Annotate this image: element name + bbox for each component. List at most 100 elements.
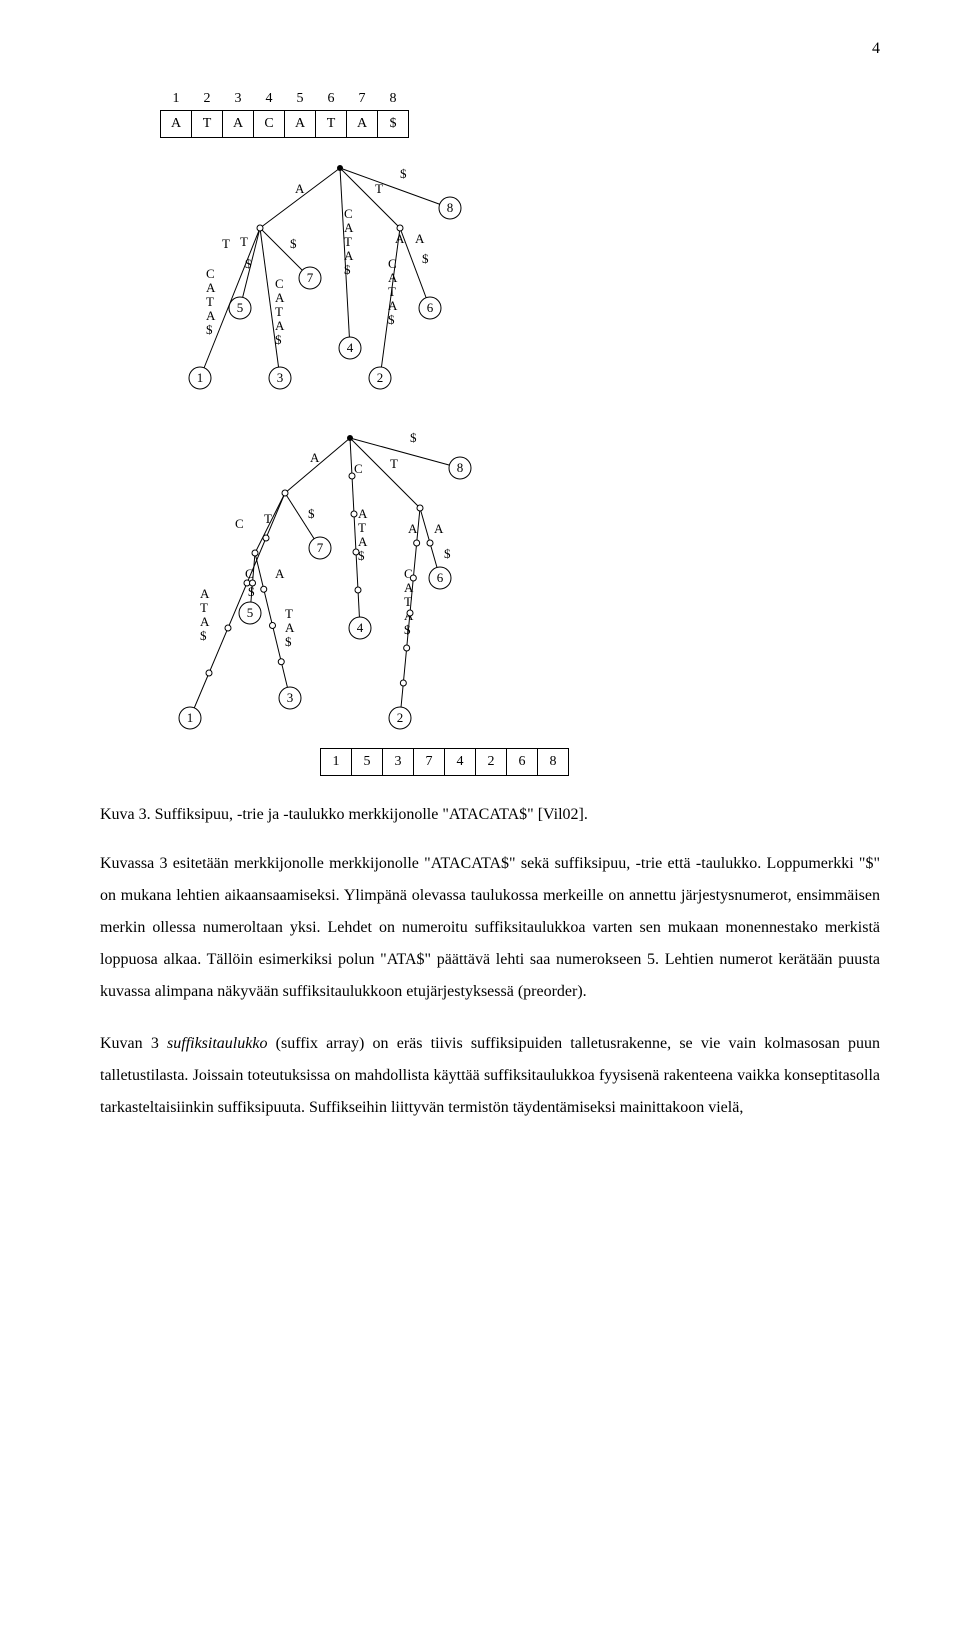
svg-text:A: A xyxy=(434,521,444,536)
svg-text:A: A xyxy=(344,248,354,263)
char-cell: C xyxy=(254,111,285,138)
svg-text:8: 8 xyxy=(457,460,464,475)
char-cell: A xyxy=(223,111,254,138)
svg-text:C: C xyxy=(275,276,284,291)
char-cell: A xyxy=(161,111,192,138)
svg-text:$: $ xyxy=(200,628,207,643)
svg-text:A: A xyxy=(358,534,368,549)
svg-text:$: $ xyxy=(285,634,292,649)
page-number: 4 xyxy=(100,40,880,58)
svg-text:A: A xyxy=(344,220,354,235)
svg-text:$: $ xyxy=(404,622,411,637)
svg-text:A: A xyxy=(310,450,320,465)
sa-cell: 5 xyxy=(352,749,383,776)
para2-term: suffiksitaulukko xyxy=(167,1035,267,1052)
idx-cell: 4 xyxy=(254,88,285,111)
char-cell: A xyxy=(285,111,316,138)
svg-text:7: 7 xyxy=(317,540,324,555)
svg-text:3: 3 xyxy=(277,370,284,385)
svg-text:4: 4 xyxy=(347,340,354,355)
svg-text:A: A xyxy=(358,506,368,521)
svg-text:7: 7 xyxy=(307,270,314,285)
svg-text:$: $ xyxy=(308,506,315,521)
svg-text:5: 5 xyxy=(237,300,244,315)
svg-text:$: $ xyxy=(388,312,395,327)
svg-text:6: 6 xyxy=(437,570,444,585)
svg-text:A: A xyxy=(206,308,216,323)
svg-text:C: C xyxy=(235,516,244,531)
sa-cell: 2 xyxy=(476,749,507,776)
svg-text:T: T xyxy=(264,511,272,526)
svg-text:$: $ xyxy=(290,236,297,251)
svg-text:T: T xyxy=(358,520,366,535)
svg-text:A: A xyxy=(415,231,425,246)
svg-text:2: 2 xyxy=(397,710,404,725)
sa-cell: 8 xyxy=(538,749,569,776)
para2-pre: Kuvan 3 xyxy=(100,1035,167,1052)
suffix-tree-2: $ACATA$TA$ACATA$$TCATA$C$ATA$81537462 xyxy=(140,418,500,738)
svg-text:$: $ xyxy=(344,262,351,277)
idx-cell: 8 xyxy=(378,88,409,111)
paragraph-1: Kuvassa 3 esitetään merkkijonolle merkki… xyxy=(100,848,880,1008)
svg-text:5: 5 xyxy=(247,605,254,620)
idx-cell: 3 xyxy=(223,88,254,111)
svg-text:T: T xyxy=(344,234,352,249)
svg-text:T: T xyxy=(390,456,398,471)
svg-text:A: A xyxy=(200,614,210,629)
sa-cell: 3 xyxy=(383,749,414,776)
idx-cell: 6 xyxy=(316,88,347,111)
svg-text:T: T xyxy=(222,236,230,251)
char-cell: $ xyxy=(378,111,409,138)
svg-text:T: T xyxy=(275,304,283,319)
svg-text:$: $ xyxy=(444,546,451,561)
sa-cell: 4 xyxy=(445,749,476,776)
char-cell: T xyxy=(316,111,347,138)
svg-text:A: A xyxy=(275,566,285,581)
svg-text:A: A xyxy=(275,318,285,333)
svg-text:T: T xyxy=(206,294,214,309)
svg-text:T: T xyxy=(375,181,383,196)
svg-text:$: $ xyxy=(422,251,429,266)
svg-text:A: A xyxy=(408,521,418,536)
svg-text:C: C xyxy=(206,266,215,281)
svg-text:T: T xyxy=(240,234,248,249)
svg-text:A: A xyxy=(388,270,398,285)
svg-text:8: 8 xyxy=(447,200,454,215)
svg-text:A: A xyxy=(285,620,295,635)
svg-text:$: $ xyxy=(400,166,407,181)
svg-text:T: T xyxy=(404,594,412,609)
char-cell: T xyxy=(192,111,223,138)
suffix-tree-1: A$CATA$TACATA$A$$T$TCATA$CATA$15374628 xyxy=(140,148,500,408)
svg-text:C: C xyxy=(354,461,363,476)
idx-cell: 5 xyxy=(285,88,316,111)
sa-cell: 7 xyxy=(414,749,445,776)
svg-text:$: $ xyxy=(358,548,365,563)
svg-text:T: T xyxy=(200,600,208,615)
svg-text:T: T xyxy=(285,606,293,621)
sa-cell: 6 xyxy=(507,749,538,776)
svg-text:1: 1 xyxy=(187,710,194,725)
figure-block: 1 2 3 4 5 6 7 8 A T A C A T A $ A$CATA$T… xyxy=(100,88,880,776)
idx-cell: 2 xyxy=(192,88,223,111)
svg-text:C: C xyxy=(245,566,254,581)
svg-text:A: A xyxy=(404,580,414,595)
paragraph-2: Kuvan 3 suffiksitaulukko (suffix array) … xyxy=(100,1028,880,1124)
svg-text:2: 2 xyxy=(377,370,384,385)
svg-text:C: C xyxy=(344,206,353,221)
svg-text:A: A xyxy=(206,280,216,295)
idx-cell: 7 xyxy=(347,88,378,111)
svg-text:A: A xyxy=(295,181,305,196)
svg-text:A: A xyxy=(388,298,398,313)
svg-text:$: $ xyxy=(410,430,417,445)
svg-text:C: C xyxy=(388,256,397,271)
sa-cell: 1 xyxy=(321,749,352,776)
svg-text:A: A xyxy=(200,586,210,601)
svg-text:3: 3 xyxy=(287,690,294,705)
svg-text:$: $ xyxy=(206,322,213,337)
idx-cell: 1 xyxy=(161,88,192,111)
svg-text:6: 6 xyxy=(427,300,434,315)
char-cell: A xyxy=(347,111,378,138)
svg-text:4: 4 xyxy=(357,620,364,635)
suffix-array-table: 1 5 3 7 4 2 6 8 xyxy=(320,748,569,776)
svg-text:A: A xyxy=(275,290,285,305)
